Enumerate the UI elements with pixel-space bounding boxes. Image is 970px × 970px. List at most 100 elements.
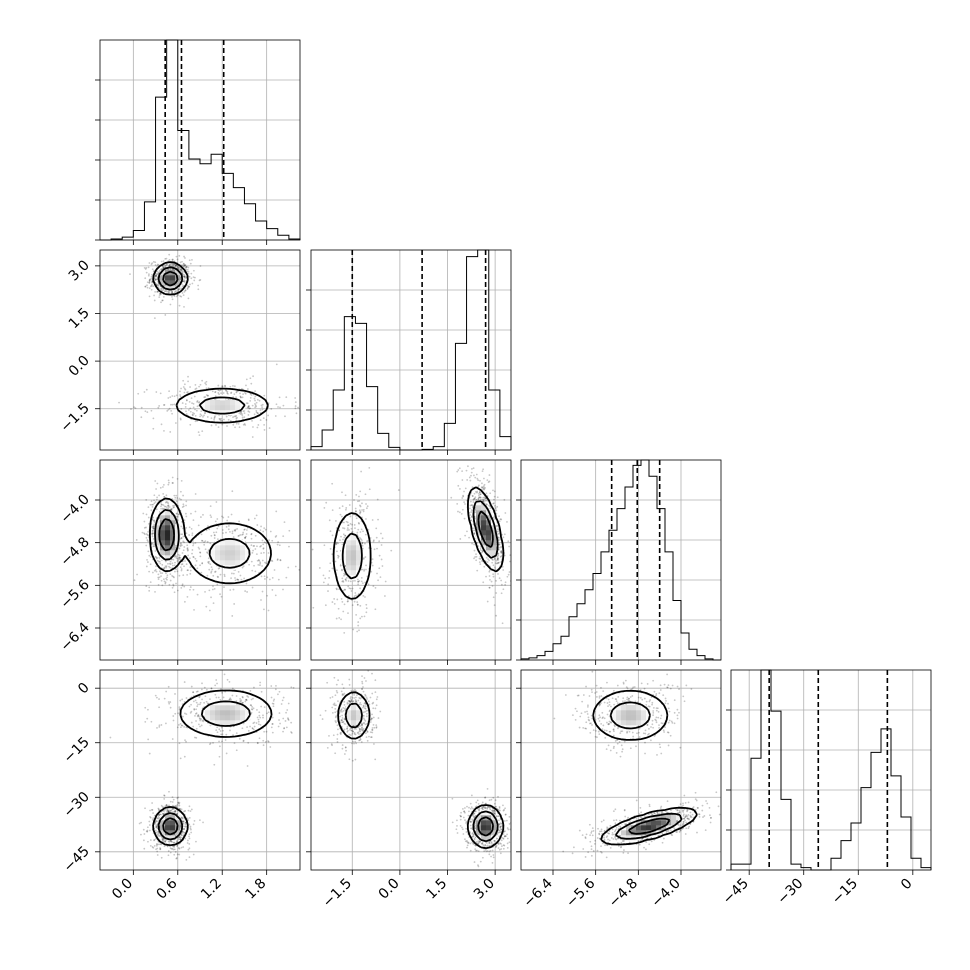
- sample-point: [221, 740, 223, 743]
- sample-point: [168, 263, 171, 266]
- sample-point: [175, 805, 177, 807]
- sample-point: [511, 578, 513, 580]
- sample-point: [479, 496, 482, 499]
- sample-point: [199, 551, 201, 554]
- sample-point: [227, 516, 230, 518]
- sample-point: [193, 819, 196, 822]
- sample-point: [156, 727, 158, 729]
- sample-point: [159, 843, 162, 846]
- sample-point: [263, 608, 265, 611]
- sample-point: [239, 411, 242, 414]
- sample-point: [216, 682, 218, 685]
- sample-point: [143, 847, 146, 850]
- sample-point: [244, 536, 247, 539]
- histogram-panel-0: [95, 39, 301, 245]
- sample-point: [156, 850, 159, 853]
- sample-point: [479, 493, 482, 496]
- histogram-bar: [781, 799, 791, 870]
- sample-point: [163, 809, 166, 812]
- sample-point: [150, 263, 153, 266]
- sample-point: [196, 593, 199, 596]
- sample-point: [205, 529, 208, 532]
- sample-point: [358, 733, 360, 735]
- sample-point: [168, 258, 171, 261]
- sample-point: [199, 279, 202, 281]
- sample-point: [180, 287, 182, 290]
- sample-point: [246, 695, 249, 697]
- sample-point: [215, 679, 218, 681]
- sample-point: [189, 711, 192, 714]
- scatter-panel-1-2: [306, 459, 513, 665]
- sample-point: [468, 476, 471, 479]
- sample-point: [179, 807, 181, 810]
- sample-point: [378, 540, 381, 543]
- sample-point: [173, 395, 176, 398]
- sample-point: [155, 848, 157, 851]
- sample-point: [191, 258, 193, 261]
- sample-point: [251, 706, 254, 708]
- sample-point: [216, 731, 219, 734]
- density-cell: [346, 555, 352, 561]
- sample-point: [150, 288, 153, 291]
- sample-point: [162, 260, 165, 263]
- sample-point: [171, 403, 174, 406]
- sample-point: [358, 580, 361, 582]
- sample-point: [211, 588, 214, 591]
- sample-point: [238, 520, 240, 523]
- sample-point: [250, 711, 253, 714]
- sample-point: [500, 583, 503, 586]
- density-cell: [481, 525, 487, 531]
- panel-frame: [99, 459, 301, 661]
- sample-point: [331, 534, 334, 537]
- sample-point: [129, 273, 131, 276]
- sample-point: [355, 493, 358, 496]
- sample-point: [359, 617, 362, 620]
- sample-point: [223, 573, 226, 576]
- sample-point: [244, 590, 247, 592]
- sample-point: [475, 473, 478, 476]
- histogram-bar: [378, 433, 389, 450]
- sample-point: [500, 550, 503, 552]
- sample-point: [217, 525, 220, 528]
- panel-frame: [99, 249, 301, 451]
- density-cell: [170, 825, 176, 831]
- sample-point: [180, 408, 183, 410]
- sample-point: [182, 846, 185, 848]
- sample-point: [166, 410, 169, 412]
- sample-point: [265, 730, 268, 733]
- density-cell: [240, 715, 246, 721]
- sample-point: [160, 507, 163, 510]
- density-cell: [240, 560, 246, 566]
- sample-point: [488, 569, 491, 572]
- sample-point: [197, 524, 200, 527]
- sample-point: [144, 720, 147, 723]
- sample-point: [160, 503, 163, 506]
- sample-point: [213, 534, 216, 537]
- density-cell: [165, 280, 171, 286]
- sample-point: [224, 384, 226, 387]
- sample-point: [181, 527, 184, 530]
- sample-point: [491, 561, 494, 564]
- y-tick-label: −4.8: [57, 534, 92, 569]
- sample-point: [259, 409, 262, 412]
- sample-point: [247, 518, 250, 521]
- sample-point: [217, 576, 219, 579]
- sample-point: [162, 492, 165, 495]
- sample-point: [220, 726, 223, 729]
- sample-point: [180, 808, 183, 811]
- sample-point: [459, 538, 462, 540]
- sample-point: [153, 519, 156, 522]
- sample-point: [359, 490, 362, 493]
- sample-point: [172, 263, 175, 266]
- sample-point: [191, 413, 194, 416]
- sample-point: [158, 557, 161, 559]
- density-cell: [230, 400, 236, 406]
- sample-point: [482, 468, 485, 471]
- density-cell: [220, 405, 226, 411]
- sample-point: [303, 546, 305, 548]
- sample-point: [282, 535, 285, 538]
- sample-point: [261, 408, 264, 411]
- sample-point: [287, 719, 290, 721]
- sample-point: [253, 686, 255, 689]
- sample-point: [361, 547, 364, 550]
